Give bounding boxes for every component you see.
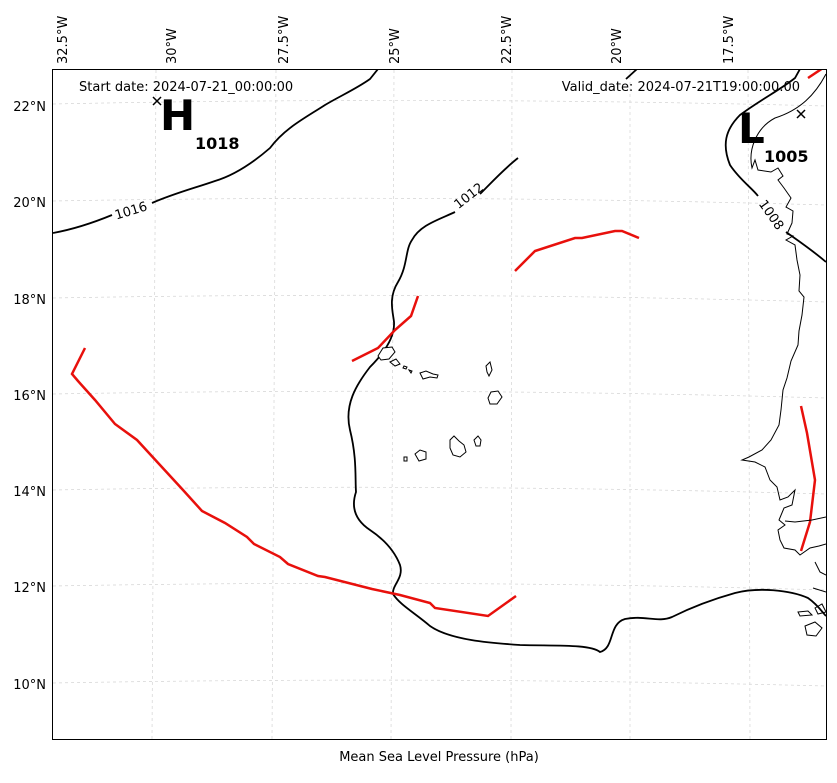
african-coastline bbox=[740, 73, 826, 637]
low-center-letter: L bbox=[738, 104, 765, 153]
high-center-marker-icon bbox=[152, 96, 162, 106]
high-center-letter: H bbox=[160, 91, 195, 140]
lat-tick-16n: 16°N bbox=[13, 389, 46, 404]
fronts bbox=[70, 70, 823, 618]
latitude-ticks: 22°N 20°N 18°N 16°N 14°N 12°N 10°N bbox=[13, 100, 46, 693]
lon-tick-17-5w: 17.5°W bbox=[722, 16, 737, 64]
lat-tick-14n: 14°N bbox=[13, 485, 46, 500]
map-caption: Mean Sea Level Pressure (hPa) bbox=[339, 750, 539, 765]
front-northeast bbox=[514, 229, 640, 272]
lon-tick-25w: 25°W bbox=[388, 28, 403, 64]
graticule bbox=[53, 70, 826, 739]
lat-tick-22n: 22°N bbox=[13, 100, 46, 115]
front-west bbox=[70, 347, 517, 618]
center-markers bbox=[152, 96, 806, 119]
front-central bbox=[351, 295, 420, 363]
high-center-value: 1018 bbox=[195, 134, 240, 153]
lat-tick-12n: 12°N bbox=[13, 581, 46, 596]
lon-tick-32-5w: 32.5°W bbox=[56, 16, 71, 64]
lon-tick-20w: 20°W bbox=[610, 28, 625, 64]
isobar-1016 bbox=[53, 70, 379, 234]
map-frame bbox=[52, 69, 827, 740]
isobars bbox=[53, 70, 826, 653]
valid-date: Valid_date: 2024-07-21T19:00:00.00 bbox=[562, 80, 800, 95]
low-center-marker-icon bbox=[796, 109, 806, 119]
front-corner bbox=[807, 70, 823, 80]
start-date: Start date: 2024-07-21_00:00:00 bbox=[79, 80, 293, 95]
lat-tick-20n: 20°N bbox=[13, 196, 46, 211]
low-center-value: 1005 bbox=[764, 147, 809, 166]
lat-tick-10n: 10°N bbox=[13, 678, 46, 693]
isobar-1012-upper bbox=[625, 70, 638, 80]
lon-tick-22-5w: 22.5°W bbox=[500, 16, 515, 64]
lon-tick-27-5w: 27.5°W bbox=[277, 16, 292, 64]
lon-tick-30w: 30°W bbox=[165, 28, 180, 64]
longitude-ticks: 32.5°W 30°W 27.5°W 25°W 22.5°W 20°W 17.5… bbox=[56, 16, 737, 64]
lat-tick-18n: 18°N bbox=[13, 293, 46, 308]
front-east bbox=[799, 405, 817, 552]
isobar-1012 bbox=[347, 157, 826, 653]
cape-verde-islands bbox=[377, 346, 503, 462]
